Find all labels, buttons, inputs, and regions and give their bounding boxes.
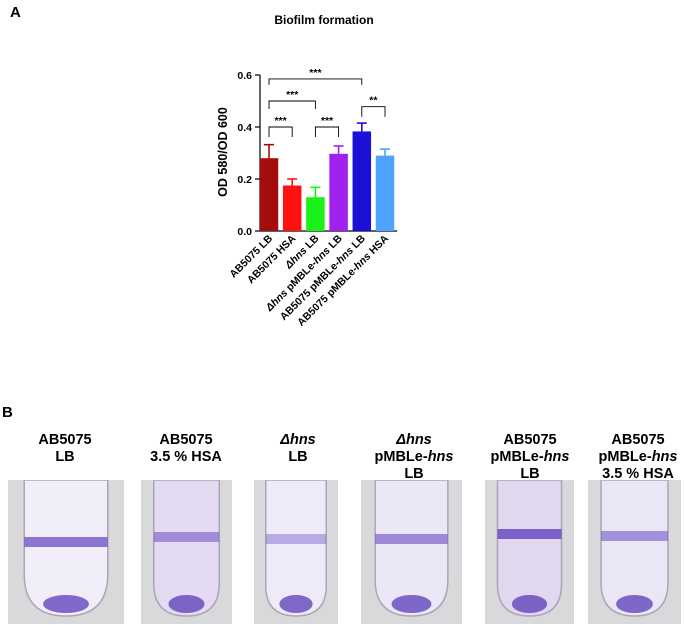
tube-glass (600, 480, 669, 617)
significance-bracket (268, 126, 293, 137)
panel-a-letter: A (10, 4, 21, 21)
bar (306, 197, 325, 231)
tube-label: AB5075 pMBLe-hns 3.5 % HSA (598, 432, 678, 482)
biofilm-bottom (43, 595, 89, 613)
bar (329, 153, 348, 231)
significance-label: ** (369, 95, 378, 107)
tube-photo-drawing (254, 480, 338, 624)
biofilm-ring (601, 531, 668, 541)
tube-photo-drawing (588, 480, 681, 624)
significance-bracket (268, 100, 316, 109)
significance-bracket (268, 78, 363, 85)
significance-bracket (361, 106, 386, 117)
y-tick-label: 0.0 (237, 226, 252, 238)
y-tick-label: 0.6 (237, 70, 252, 82)
tube-photo-drawing (8, 480, 124, 624)
biofilm-bottom (511, 595, 548, 613)
chart-title: Biofilm formation (274, 13, 373, 27)
tube-photo-drawing (361, 480, 462, 624)
tube-label: AB5075 3.5 % HSA (150, 432, 222, 465)
tube-glass (265, 480, 327, 617)
significance-label: *** (309, 67, 322, 79)
bar (259, 158, 279, 231)
significance-label: *** (274, 115, 287, 127)
tube-glass (374, 480, 449, 617)
biofilm-bottom (616, 595, 653, 613)
tube-glass (152, 480, 221, 617)
tube-glass (496, 480, 563, 617)
tube-photo (8, 480, 124, 624)
tube-photo-drawing (141, 480, 232, 624)
biofilm-ring (265, 534, 327, 544)
biofilm-ring (375, 534, 448, 544)
panel-b-letter: B (2, 404, 13, 421)
significance-bracket (314, 126, 340, 137)
tube-photo (254, 480, 338, 624)
bar-chart: Biofilm formation 0.0 0.2 0.4 0.6 OD 580/OD… (216, 13, 398, 329)
tube-label: Δhns LB (280, 432, 316, 465)
bar (375, 155, 395, 231)
biofilm-ring (24, 537, 108, 547)
biofilm-bottom (168, 595, 205, 613)
tube-photo-drawing (485, 480, 574, 624)
y-tick-label: 0.4 (237, 122, 252, 134)
y-axis-label: OD 580/OD 600 (216, 107, 230, 197)
tube-photo (485, 480, 574, 624)
y-tick-label: 0.2 (237, 174, 252, 186)
significance-brackets: *** *********** (268, 67, 386, 137)
tube-glass (23, 480, 109, 617)
biofilm-ring (497, 529, 562, 539)
bar (282, 185, 302, 231)
bar (352, 131, 372, 231)
biofilm-ring (153, 532, 220, 542)
tube-label: AB5075 pMBLe-hns LB (490, 432, 570, 482)
significance-label: *** (286, 89, 299, 101)
tube-photo (588, 480, 681, 624)
tube-photo (361, 480, 462, 624)
tube-label: Δhns pMBLe-hns LB (374, 432, 454, 482)
tube-photo (141, 480, 232, 624)
tube-label: AB5075 LB (38, 432, 92, 465)
bars (259, 122, 395, 231)
biofilm-bottom (279, 595, 313, 613)
significance-label: *** (321, 115, 334, 127)
biofilm-bottom (391, 595, 432, 613)
